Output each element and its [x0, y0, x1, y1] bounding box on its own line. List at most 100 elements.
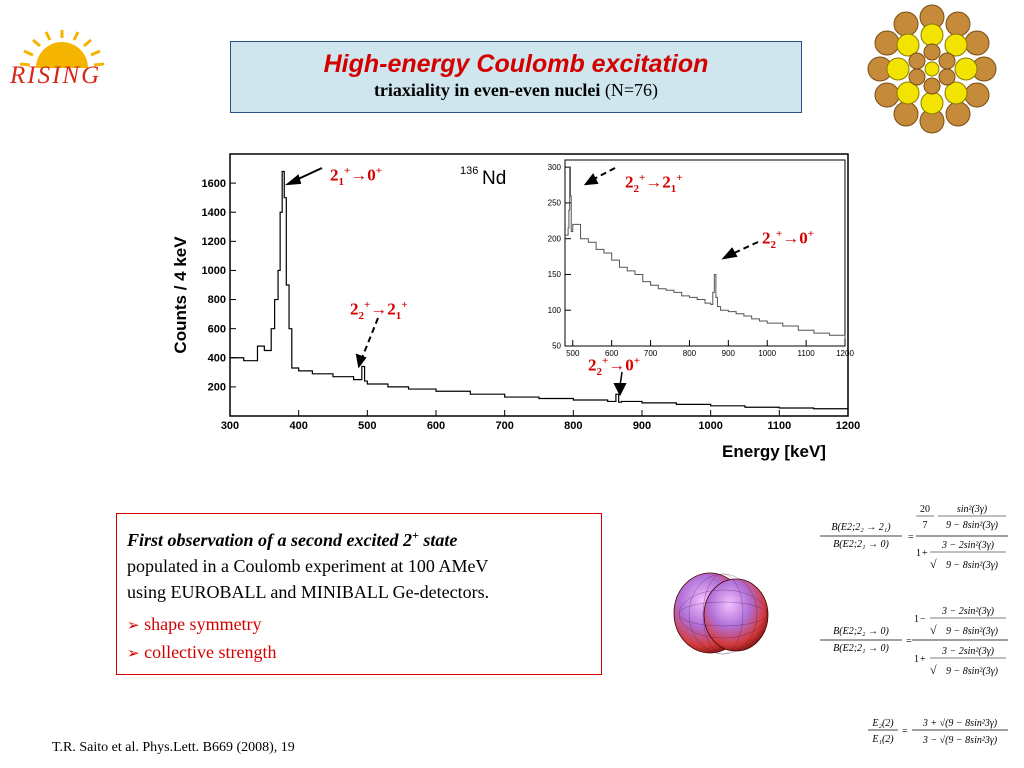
x-tick-label: 1100 — [798, 349, 816, 358]
triaxial-nucleus-image — [668, 568, 774, 658]
y-axis-label: Counts / 4 keV — [171, 236, 190, 354]
y-tick-label: 1400 — [202, 207, 226, 219]
y-tick-label: 250 — [548, 199, 562, 208]
bullet-collective-strength: ➢ collective strength — [127, 639, 591, 667]
y-tick-label: 200 — [208, 382, 226, 394]
eq3-rhs-den: 3 − √(9 − 8sin²3γ) — [922, 735, 998, 746]
subtitle-bold: triaxiality in even-even nuclei — [373, 80, 601, 100]
eq1-coef-num: 20 — [920, 504, 930, 515]
eq1-lhs-den: B(E2;2₁ → 0) — [833, 539, 889, 550]
subtitle-plain: (N=76) — [600, 80, 659, 100]
label-2-1-to-0: 21+→0+ — [330, 165, 383, 189]
slide-title: High-energy Coulomb excitation — [323, 50, 709, 78]
x-tick-label: 600 — [605, 349, 619, 358]
eq2-lhs-den: B(E2;2₁ → 0) — [833, 643, 889, 654]
eq1-coef-den: 7 — [923, 520, 928, 531]
y-tick-label: 400 — [208, 352, 226, 364]
y-tick-label: 50 — [552, 342, 561, 351]
inset-background — [540, 158, 847, 350]
equation-1: B(E2;2₂ → 2₁) B(E2;2₁ → 0) = 20 7 sin²(3… — [818, 498, 1018, 578]
main-spectrum-line — [230, 170, 849, 410]
headline-text: First observation of a second excited 2 — [127, 530, 412, 550]
eq2-sqrt-top: √ — [930, 623, 937, 637]
nucleus-mass: 136 — [460, 165, 478, 177]
eq1-plus: + — [922, 548, 928, 559]
logo-text: RISING — [10, 62, 102, 89]
eq3-lhs-num: E₂(2) — [871, 718, 894, 729]
eq2-sqrt-bot: √ — [930, 663, 937, 677]
decorative-flower-image — [862, 4, 1002, 134]
reference-citation: T.R. Saito et al. Phys.Lett. B669 (2008)… — [52, 740, 295, 755]
x-tick-label: 400 — [289, 420, 307, 432]
arrowhead-icon — [721, 247, 738, 260]
arrowhead-icon — [583, 173, 599, 186]
equation-2: B(E2;2₂ → 0) B(E2;2₁ → 0) = 1 − 3 − 2sin… — [818, 600, 1018, 680]
x-tick-label: 1200 — [836, 349, 854, 358]
x-tick-label: 1200 — [836, 420, 860, 432]
x-axis-label: Energy [keV] — [722, 442, 826, 461]
x-tick-label: 600 — [427, 420, 445, 432]
eq1-rhs-mid: 9 − 8sin²(3γ) — [946, 520, 999, 531]
x-tick-label: 1100 — [767, 420, 791, 432]
equation-3: E₂(2) E₁(2) = 3 + √(9 − 8sin²3γ) 3 − √(9… — [866, 710, 1016, 754]
y-tick-label: 1200 — [202, 236, 226, 248]
body-line-2: populated in a Coulomb experiment at 100… — [127, 556, 489, 576]
x-tick-label: 500 — [358, 420, 376, 432]
observation-textbox: First observation of a second excited 2+… — [116, 513, 602, 675]
rising-logo — [6, 30, 118, 102]
spectrum-chart-svg: 300 400 500 600 700 800 900 1000 1100 1200 200 400 6… — [171, 153, 860, 461]
eq2-equals: = — [906, 636, 912, 647]
arrow-2-1-0 — [295, 167, 323, 181]
y-tick-label: 150 — [548, 270, 562, 279]
eq1-lhs-num: B(E2;2₂ → 2₁) — [831, 522, 891, 533]
inset-label-22-to-21: 22+→21+ — [625, 172, 683, 196]
inset-plot-frame — [564, 159, 846, 347]
eq3-rhs-num: 3 + √(9 − 8sin²3γ) — [922, 718, 998, 729]
spectrum-chart: 300 400 500 600 700 800 900 1000 1100 1200 200 400 6… — [160, 150, 860, 470]
label-22-to-0: 22+→0+ — [588, 355, 641, 379]
eq2-den-top: 9 − 8sin²(3γ) — [946, 626, 999, 637]
body-line-3: using EUROBALL and MINIBALL Ge-detectors… — [127, 582, 490, 602]
x-tick-label: 1000 — [758, 349, 776, 358]
main-plot-frame — [229, 153, 849, 417]
title-box: High-energy Coulomb excitation triaxiali… — [230, 41, 802, 113]
inset-arrow-22-21 — [591, 167, 616, 181]
bullet-arrow-icon: ➢ — [127, 646, 140, 662]
inset-arrow-22-0 — [731, 241, 759, 255]
headline-end: state — [418, 530, 458, 550]
y-tick-label: 1600 — [202, 178, 226, 190]
eq1-sqrt: √ — [930, 557, 937, 571]
eq2-plus: + — [920, 654, 926, 665]
x-tick-label: 500 — [566, 349, 580, 358]
x-tick-label: 800 — [564, 420, 582, 432]
x-tick-label: 800 — [683, 349, 697, 358]
eq2-num-top: 3 − 2sin²(3γ) — [941, 606, 995, 617]
y-tick-label: 100 — [548, 306, 562, 315]
slide-subtitle: triaxiality in even-even nuclei (N=76) — [231, 79, 801, 101]
bullet-text: collective strength — [144, 642, 277, 662]
y-tick-label: 200 — [548, 234, 562, 243]
label-22-to-21: 22+→21+ — [350, 299, 408, 323]
arrow-22-21 — [361, 317, 379, 359]
x-tick-label: 1000 — [698, 420, 722, 432]
eq3-equals: = — [902, 726, 908, 737]
inset-label-22-to-0: 22+→0+ — [762, 228, 815, 252]
eq1-equals: = — [908, 532, 914, 543]
y-tick-label: 300 — [548, 163, 562, 172]
y-tick-label: 600 — [208, 323, 226, 335]
x-tick-label: 900 — [633, 420, 651, 432]
eq2-minus: − — [920, 614, 926, 625]
y-tick-label: 800 — [208, 294, 226, 306]
bullet-text: shape symmetry — [144, 614, 262, 634]
eq2-num-bot: 3 − 2sin²(3γ) — [941, 646, 995, 657]
eq1-frac-den: 9 − 8sin²(3γ) — [946, 560, 999, 571]
y-tick-label: 1000 — [202, 265, 226, 277]
headline: First observation of a second excited 2+… — [127, 522, 591, 553]
x-tick-label: 700 — [495, 420, 513, 432]
x-tick-label: 300 — [221, 420, 239, 432]
eq1-one: 1 — [916, 548, 921, 559]
arrowhead-icon — [284, 174, 302, 186]
sun-icon — [19, 30, 105, 68]
eq1-rhs-top: sin²(3γ) — [957, 504, 988, 515]
eq1-frac-num: 3 − 2sin²(3γ) — [941, 540, 995, 551]
